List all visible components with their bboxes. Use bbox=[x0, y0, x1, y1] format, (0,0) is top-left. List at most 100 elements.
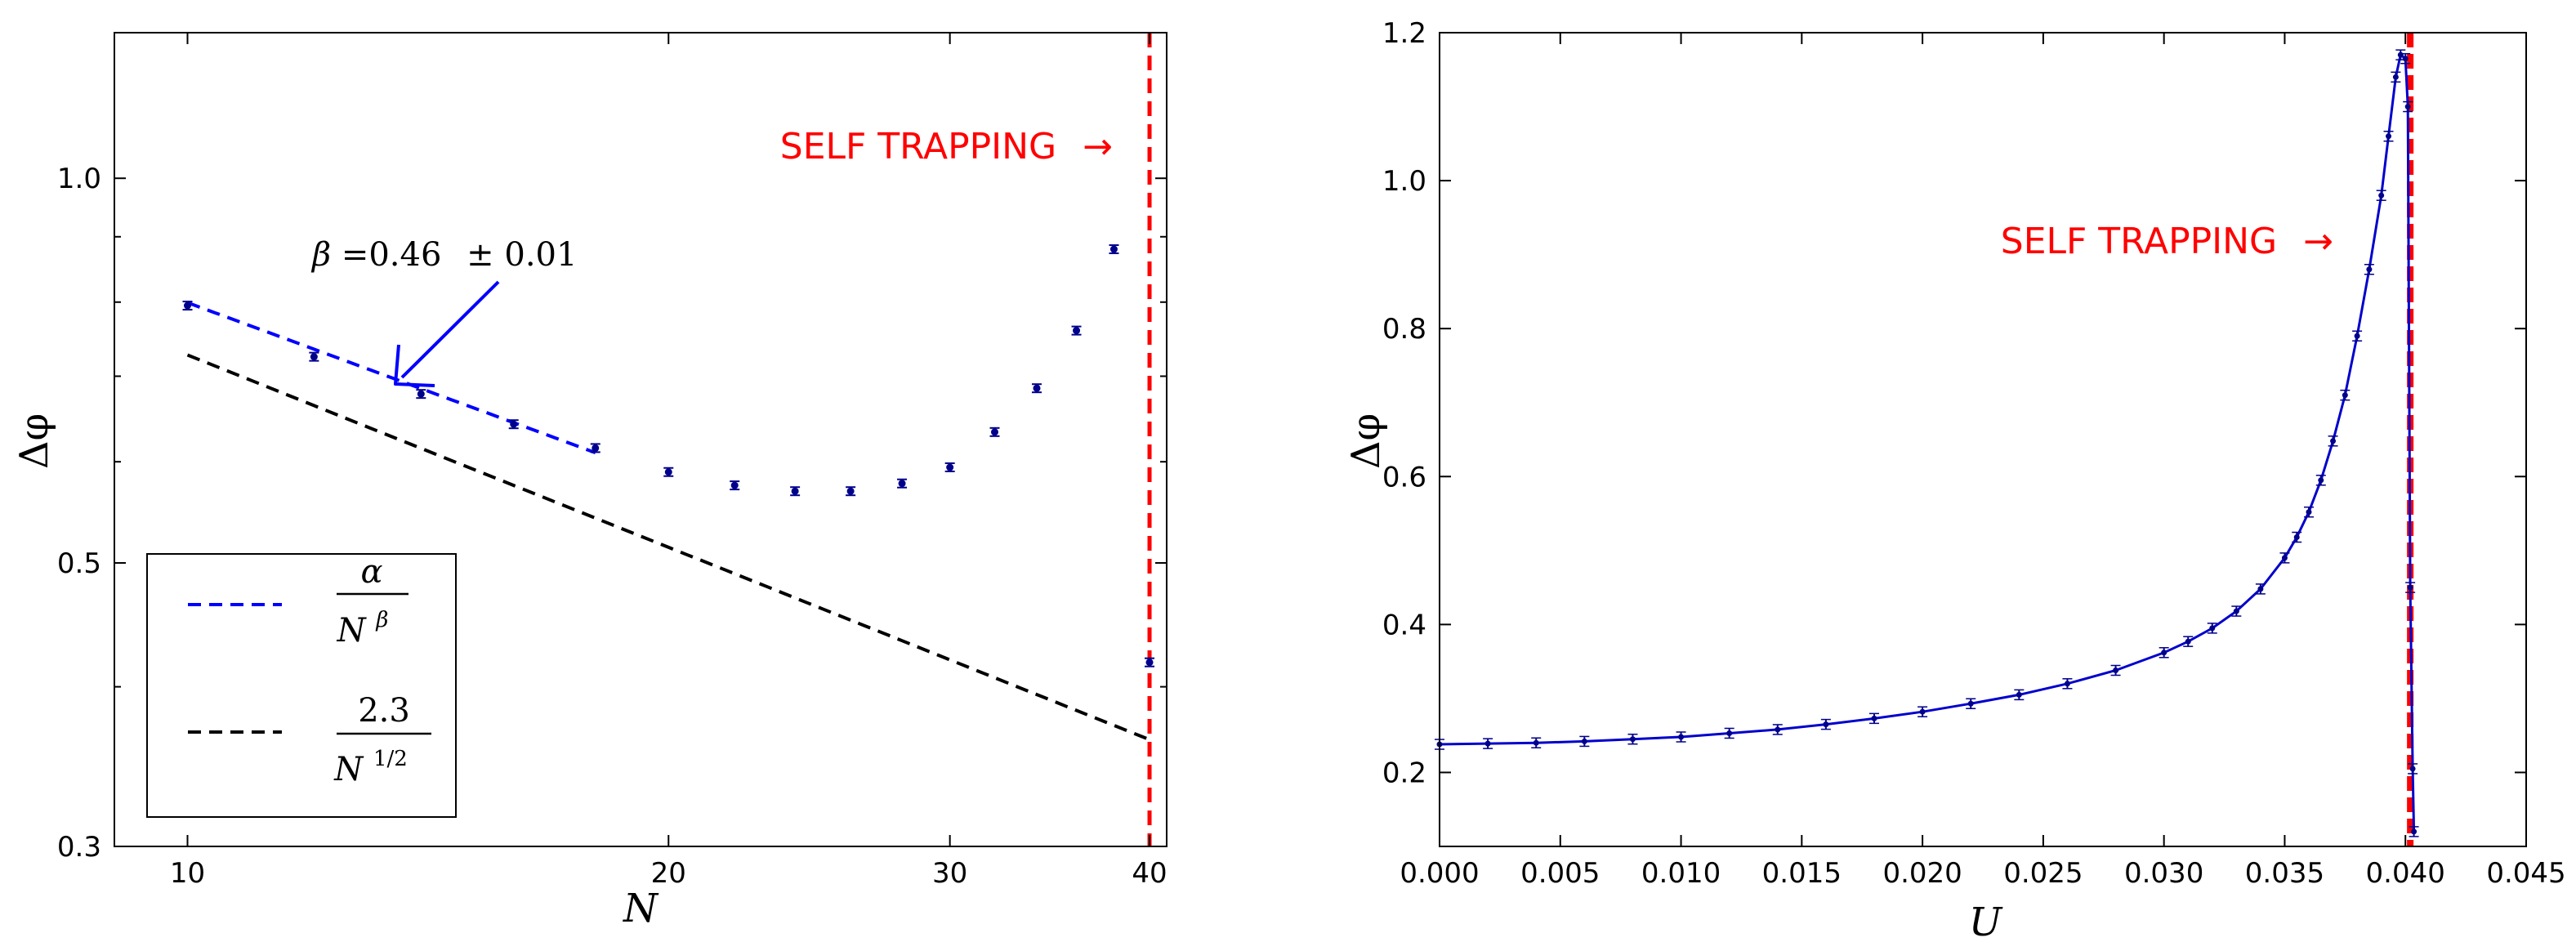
left-data-point bbox=[309, 351, 319, 362]
reference-line bbox=[186, 353, 1150, 742]
left-chart: 10 20 30 40 0.3 0.5 1.0 N Δφ SELF TRAPPING → β… bbox=[11, 32, 1167, 931]
beta-arrow-icon bbox=[394, 280, 500, 387]
right-data-point bbox=[1966, 698, 1976, 709]
left-x-tick-label: 10 bbox=[170, 857, 205, 890]
right-x-tick-label: 0.015 bbox=[1762, 857, 1842, 890]
right-data-point bbox=[2391, 71, 2401, 83]
right-x-axis-label: U bbox=[1969, 900, 2003, 945]
right-y-tick-label: 0.6 bbox=[1382, 461, 1426, 493]
right-data-point bbox=[2304, 506, 2314, 518]
fit-line bbox=[186, 301, 596, 454]
legend-ref-denominator-exponent: 1/2 bbox=[373, 747, 408, 771]
left-data-point bbox=[182, 301, 193, 311]
left-y-tick-label: 1.0 bbox=[57, 163, 101, 195]
right-data-point bbox=[1869, 712, 1879, 725]
right-data-point bbox=[1579, 735, 1590, 748]
left-y-tick-label: 0.5 bbox=[57, 547, 101, 580]
right-data-point bbox=[1917, 706, 1928, 717]
left-x-tick-label: 30 bbox=[932, 857, 967, 890]
right-self-trapping-label: SELF TRAPPING → bbox=[2001, 221, 2333, 262]
right-data-point bbox=[2328, 435, 2338, 447]
legend-fit-denominator: N β bbox=[337, 608, 389, 650]
left-self-trapping-label: SELF TRAPPING → bbox=[780, 126, 1113, 167]
right-data-point bbox=[2062, 678, 2073, 690]
right-data-point bbox=[2383, 131, 2394, 142]
left-data-point bbox=[1071, 325, 1082, 336]
legend-fit-denominator-exponent: β bbox=[375, 608, 388, 632]
left-data-point bbox=[663, 467, 674, 477]
left-data-point bbox=[846, 486, 856, 497]
right-self-trapping-text: SELF TRAPPING bbox=[2001, 221, 2277, 262]
legend-frame bbox=[146, 553, 457, 818]
right-data-point bbox=[2315, 475, 2326, 486]
left-x-tick-label: 40 bbox=[1132, 857, 1167, 890]
left-data-point bbox=[590, 443, 600, 453]
right-data-point bbox=[2408, 763, 2418, 775]
left-y-axis-label-text: Δφ bbox=[11, 413, 57, 469]
left-data-point bbox=[416, 389, 426, 400]
left-data-point bbox=[989, 426, 1000, 437]
legend-ref-denominator-base: N bbox=[333, 751, 364, 788]
right-data-point bbox=[2403, 100, 2413, 113]
legend-ref-denominator: N 1/2 bbox=[333, 747, 408, 788]
right-y-axis-label-text: Δφ bbox=[1343, 413, 1389, 469]
right-data-point bbox=[1483, 738, 1493, 749]
right-data-point bbox=[1820, 718, 1831, 730]
left-data-point bbox=[730, 480, 740, 491]
legend-fit-numerator: α bbox=[360, 553, 382, 591]
right-y-tick-label: 0.4 bbox=[1382, 609, 1426, 641]
right-data-point bbox=[1724, 727, 1734, 739]
left-ticks: 10 20 30 40 0.3 0.5 1.0 bbox=[57, 33, 1167, 890]
right-y-tick-label: 1.2 bbox=[1382, 17, 1426, 50]
left-data-point bbox=[1031, 383, 1042, 394]
right-chart: 0.000 0.005 0.010 0.015 0.020 0.025 0.030 0.035… bbox=[1343, 17, 2566, 945]
right-data-point bbox=[2014, 689, 2025, 701]
right-data-point bbox=[1627, 733, 1638, 745]
left-legend: α N β 2.3 N 1/2 bbox=[146, 553, 457, 818]
beta-symbol: β bbox=[310, 236, 331, 274]
left-x-tick-label: 20 bbox=[651, 857, 686, 890]
left-data-point bbox=[508, 419, 519, 430]
beta-arrow-shaft bbox=[400, 280, 500, 379]
left-data-point bbox=[1145, 657, 1155, 667]
left-plot-frame bbox=[114, 32, 1167, 847]
right-y-tick-label: 1.0 bbox=[1382, 165, 1426, 198]
left-x-axis-label: N bbox=[623, 886, 659, 931]
right-data-point bbox=[2405, 582, 2416, 593]
left-y-axis-label: Δφ bbox=[11, 413, 57, 469]
right-data-point bbox=[2279, 552, 2290, 564]
right-x-tick-label: 0.010 bbox=[1641, 857, 1721, 890]
left-data-point bbox=[897, 478, 908, 489]
right-x-tick-label: 0.025 bbox=[2003, 857, 2083, 890]
right-y-axis-label: Δφ bbox=[1343, 413, 1389, 469]
right-data-point bbox=[1676, 731, 1686, 743]
left-data-point bbox=[944, 462, 955, 473]
right-y-tick-label: 0.8 bbox=[1382, 313, 1426, 346]
right-self-trapping-arrow-icon: → bbox=[2303, 221, 2333, 262]
right-x-tick-label: 0.000 bbox=[1400, 857, 1479, 890]
right-data-point bbox=[2159, 647, 2169, 659]
right-data-point bbox=[2231, 605, 2242, 617]
left-self-trapping-arrow-icon: → bbox=[1083, 126, 1113, 167]
right-x-tick-label: 0.005 bbox=[1520, 857, 1600, 890]
right-plot-area bbox=[1435, 33, 2419, 846]
left-data-point bbox=[790, 486, 801, 497]
right-data-point bbox=[2255, 583, 2266, 595]
right-data-point bbox=[1772, 724, 1783, 735]
right-data-point bbox=[2110, 664, 2121, 676]
right-x-tick-label: 0.030 bbox=[2124, 857, 2203, 890]
left-y-tick-label: 0.3 bbox=[57, 831, 101, 864]
right-data-point bbox=[1531, 737, 1542, 748]
right-data-point bbox=[2352, 330, 2363, 342]
right-x-tick-label: 0.045 bbox=[2486, 857, 2565, 890]
right-data-point bbox=[2376, 190, 2386, 201]
beta-value: =0.46 bbox=[342, 236, 442, 274]
legend-fit-denominator-base: N bbox=[337, 612, 368, 650]
right-plot-frame bbox=[1439, 32, 2527, 847]
beta-error: ± 0.01 bbox=[467, 236, 577, 274]
right-data-point bbox=[2400, 52, 2411, 65]
left-self-trapping-text: SELF TRAPPING bbox=[780, 126, 1056, 167]
right-y-tick-label: 0.2 bbox=[1382, 757, 1426, 789]
legend-ref-numerator: 2.3 bbox=[358, 692, 410, 730]
